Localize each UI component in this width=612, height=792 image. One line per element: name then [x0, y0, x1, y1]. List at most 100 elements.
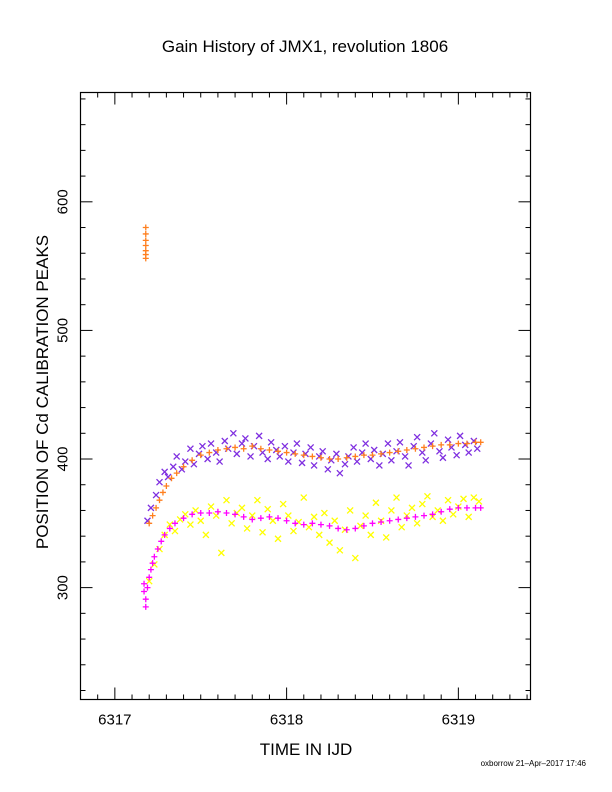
data-point — [465, 449, 473, 457]
data-point — [189, 457, 196, 464]
data-point — [369, 452, 376, 459]
data-point — [284, 512, 292, 520]
data-point — [429, 443, 436, 450]
data-point — [423, 492, 431, 500]
data-point — [412, 445, 419, 452]
data-point — [309, 453, 316, 460]
data-point — [439, 454, 447, 462]
data-point — [386, 517, 393, 524]
data-point — [449, 510, 457, 518]
data-point — [346, 506, 354, 514]
data-point — [317, 521, 324, 528]
data-point — [326, 539, 334, 547]
data-point — [307, 443, 315, 451]
data-point — [283, 449, 290, 456]
data-point — [233, 450, 241, 458]
data-point — [223, 510, 230, 517]
data-point — [142, 596, 149, 603]
data-point — [472, 439, 479, 446]
data-point — [255, 432, 263, 440]
data-point — [434, 506, 442, 514]
data-point — [238, 440, 246, 448]
data-point — [217, 549, 225, 557]
data-point — [386, 449, 393, 456]
data-point — [421, 444, 428, 451]
data-point — [405, 461, 413, 469]
data-point — [257, 445, 264, 452]
data-point — [378, 519, 385, 526]
y-axis-label: POSITION OF Cd CALIBRATION PEAKS — [33, 235, 52, 549]
data-point — [444, 436, 452, 444]
credit-label: oxborrow 21–Apr–2017 17:46 — [481, 759, 587, 768]
chart-title: Gain History of JMX1, revolution 1806 — [162, 37, 448, 56]
data-point — [418, 500, 426, 508]
data-point — [455, 440, 462, 447]
data-point — [257, 515, 264, 522]
data-point — [292, 520, 299, 527]
x-tick-label: 6319 — [442, 712, 475, 729]
data-point — [367, 531, 375, 539]
data-point — [353, 458, 361, 466]
data-point — [393, 494, 400, 502]
data-point — [429, 511, 436, 518]
data-point — [146, 574, 153, 581]
data-point — [309, 520, 316, 527]
data-point — [413, 519, 421, 527]
data-point — [472, 504, 479, 511]
data-point — [243, 525, 251, 532]
data-point — [142, 603, 149, 610]
data-point — [305, 523, 313, 531]
data-point — [151, 553, 158, 560]
data-point — [204, 455, 212, 463]
data-point — [475, 497, 483, 505]
data-point — [275, 515, 282, 522]
data-point — [168, 475, 175, 482]
data-point — [223, 445, 230, 452]
data-point — [418, 449, 426, 457]
data-point — [384, 440, 392, 448]
data-point — [310, 461, 318, 469]
data-point — [324, 465, 332, 473]
data-point — [154, 546, 161, 553]
data-point — [206, 449, 213, 456]
data-point — [352, 453, 359, 460]
data-point — [163, 483, 170, 490]
data-point — [403, 447, 410, 454]
data-point — [147, 566, 154, 573]
axis-ticks: 6317 6318 6319 300 400 500 600 — [55, 92, 531, 729]
data-point — [320, 509, 328, 517]
y-tick-label: 300 — [55, 575, 72, 600]
data-point — [240, 445, 247, 452]
data-point — [298, 459, 306, 467]
data-point — [422, 456, 430, 464]
data-point — [240, 513, 247, 520]
data-point — [166, 525, 173, 532]
data-point — [176, 515, 184, 523]
series-orange — [142, 224, 484, 527]
data-point — [335, 525, 342, 532]
data-point — [378, 450, 385, 457]
data-point — [412, 513, 419, 520]
data-point — [223, 496, 230, 504]
data-point — [241, 434, 249, 442]
data-point — [281, 442, 289, 450]
data-point — [398, 523, 406, 531]
data-point — [332, 450, 340, 458]
series-purple — [144, 429, 481, 525]
data-point — [446, 441, 453, 448]
data-point — [145, 577, 153, 585]
data-point — [453, 451, 461, 459]
data-point — [317, 454, 324, 461]
data-point — [341, 460, 349, 468]
data-point — [275, 448, 282, 455]
data-point — [335, 456, 342, 463]
data-point — [276, 452, 284, 460]
data-point — [395, 448, 402, 455]
data-point — [401, 452, 409, 460]
data-point — [232, 444, 239, 451]
data-point — [293, 440, 301, 448]
data-point — [249, 443, 256, 450]
data-point — [153, 504, 160, 511]
data-point — [438, 441, 445, 448]
data-point — [192, 506, 200, 514]
